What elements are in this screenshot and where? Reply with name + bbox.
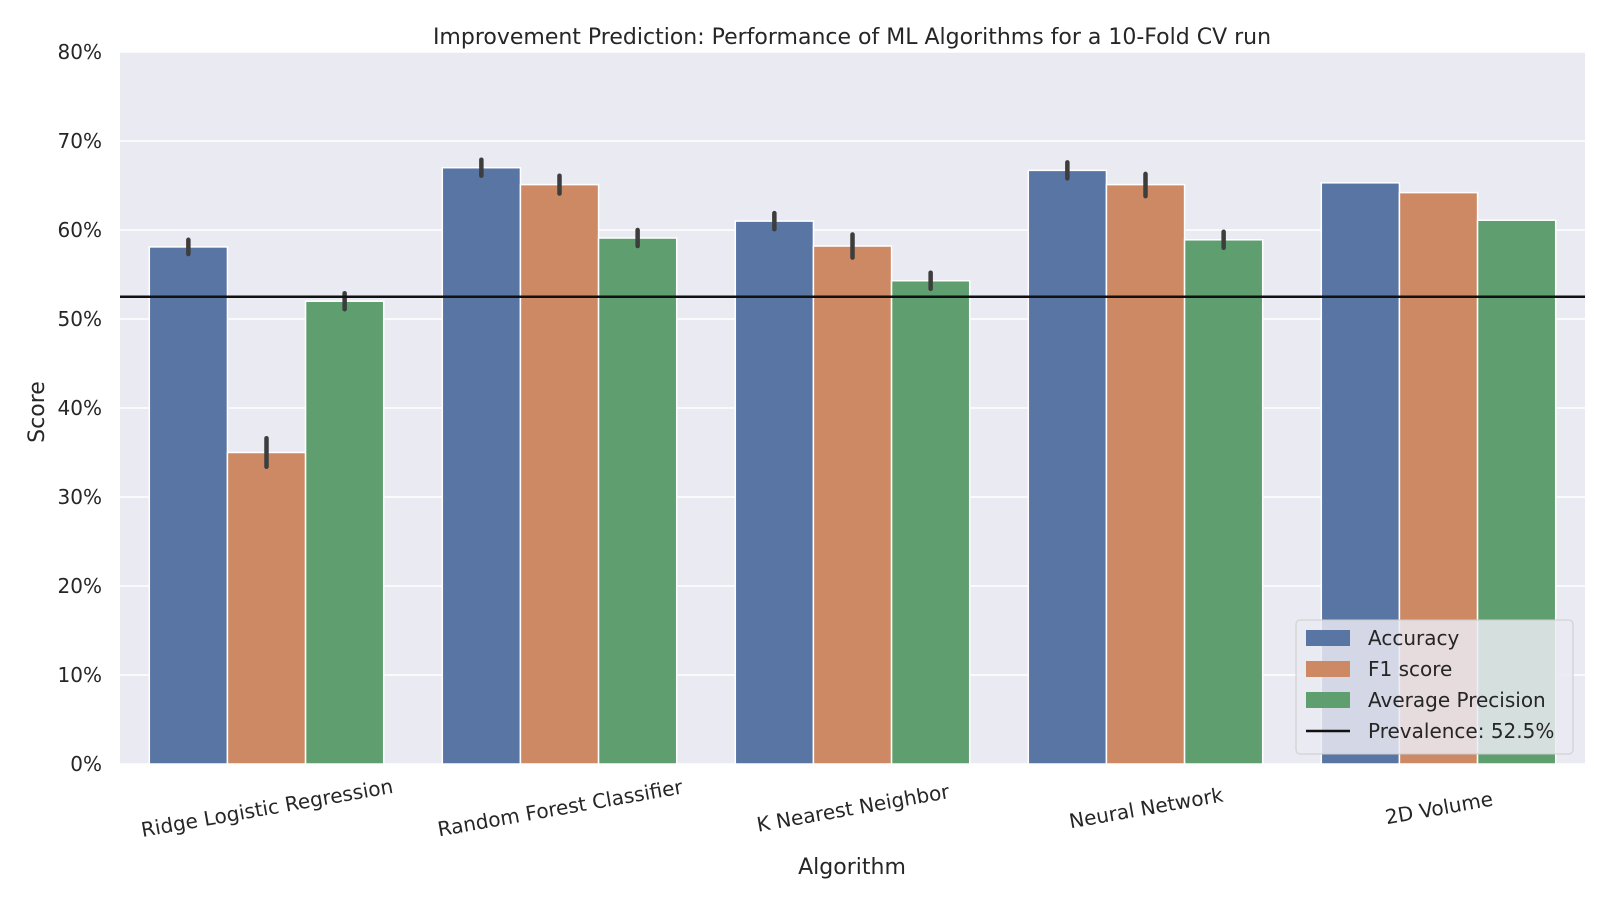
bar-average-precision-random-forest-classifier — [597, 237, 678, 765]
x-axis-ticks: Ridge Logistic Regression Random Forest C… — [139, 774, 1495, 842]
x-tick-label-ridge-logistic-regression: Ridge Logistic Regression — [139, 774, 395, 842]
bar-accuracy-random-forest-classifier — [441, 166, 522, 765]
y-axis-ticks: 0% 10% 20% 30% 40% 50% 60% 70% 80% — [58, 40, 102, 776]
y-tick-label: 20% — [58, 574, 102, 598]
y-tick-label: 50% — [58, 307, 102, 331]
x-tick-label-2d-volume: 2D Volume — [1383, 787, 1494, 830]
y-tick-label: 30% — [58, 485, 102, 509]
legend-box — [1295, 619, 1574, 755]
bar-f1-score-neural-network — [1105, 183, 1186, 765]
legend-label-prevalence: Prevalence: 52.5% — [1368, 719, 1554, 743]
bar-average-precision-neural-network — [1183, 239, 1264, 765]
chart-title: Improvement Prediction: Performance of M… — [433, 25, 1271, 50]
x-axis-title: Algorithm — [798, 855, 906, 880]
legend-swatch-average-precision — [1306, 692, 1350, 708]
bar-f1-score-ridge-logistic-regression — [226, 451, 307, 765]
bar-accuracy-neural-network — [1027, 169, 1108, 765]
bar-accuracy-ridge-logistic-regression — [148, 246, 229, 765]
x-tick-label-k-nearest-neighbor: K Nearest Neighbor — [755, 779, 952, 837]
legend-swatch-f1-score — [1306, 661, 1350, 677]
y-tick-label: 0% — [70, 752, 102, 776]
bar-f1-score-k-nearest-neighbor — [812, 245, 893, 765]
legend-label-accuracy: Accuracy — [1368, 626, 1459, 650]
bar-average-precision-k-nearest-neighbor — [890, 279, 971, 765]
y-tick-label: 70% — [58, 129, 102, 153]
bar-f1-score-random-forest-classifier — [519, 183, 600, 765]
bar-average-precision-ridge-logistic-regression — [304, 300, 385, 765]
legend-swatch-accuracy — [1306, 630, 1350, 646]
y-tick-label: 10% — [58, 663, 102, 687]
x-tick-label-random-forest-classifier: Random Forest Classifier — [436, 774, 685, 841]
x-tick-label-neural-network: Neural Network — [1067, 783, 1225, 834]
y-tick-label: 60% — [58, 218, 102, 242]
legend: Accuracy F1 score Average Precision Prev… — [1295, 619, 1574, 755]
legend-label-average-precision: Average Precision — [1368, 688, 1546, 712]
legend-label-f1-score: F1 score — [1368, 657, 1452, 681]
bar-accuracy-k-nearest-neighbor — [734, 220, 815, 765]
error-bars — [186, 157, 1226, 469]
y-tick-label: 40% — [58, 396, 102, 420]
y-tick-label: 80% — [58, 40, 102, 64]
y-axis-title: Score — [25, 381, 50, 443]
